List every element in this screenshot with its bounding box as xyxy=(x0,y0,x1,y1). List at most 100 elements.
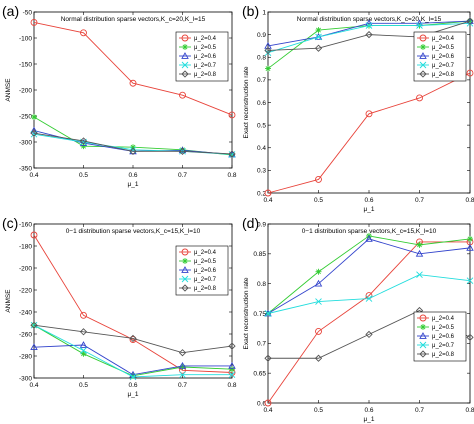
y-tick-label: -300 xyxy=(19,375,32,382)
x-axis-label: μ_1 xyxy=(128,181,139,188)
panel-label: (d) xyxy=(242,215,259,231)
data-point xyxy=(466,69,474,77)
y-tick-label: 1 xyxy=(262,9,266,16)
legend-box xyxy=(413,31,467,82)
legend-marker xyxy=(181,34,189,42)
data-point xyxy=(228,361,236,369)
series-line-1 xyxy=(267,72,471,194)
data-point xyxy=(80,347,87,354)
data-point xyxy=(416,22,423,29)
data-point xyxy=(265,65,271,72)
y-tick-label: -240 xyxy=(19,309,32,316)
y-tick-label: -220 xyxy=(19,287,32,294)
data-point xyxy=(80,143,87,150)
chart-title: 0−1 distribution sparse vectors,K_c=15,K… xyxy=(66,228,201,235)
data-point xyxy=(315,268,322,275)
data-point xyxy=(130,372,136,379)
y-tick-label: 0.6 xyxy=(257,400,266,407)
y-tick-label: -250 xyxy=(19,113,32,120)
legend-box xyxy=(413,311,467,362)
data-point xyxy=(315,27,322,34)
data-point xyxy=(179,91,186,99)
x-tick-label: 0.7 xyxy=(415,407,424,414)
x-tick-label: 0.5 xyxy=(314,197,323,204)
data-point xyxy=(179,371,186,379)
y-tick-label: -350 xyxy=(19,165,32,172)
legend-label: μ_2=0.4 xyxy=(432,316,455,322)
legend-label: μ_2=0.5 xyxy=(432,325,455,331)
x-tick-label: 0.5 xyxy=(79,172,88,179)
x-tick-label: 0.4 xyxy=(263,407,272,414)
series-line-3 xyxy=(267,238,471,314)
x-axis-label: μ_1 xyxy=(128,391,139,398)
legend-label: μ_2=0.5 xyxy=(432,45,455,51)
data-point xyxy=(264,354,272,362)
y-tick-label: -180 xyxy=(19,243,32,250)
y-tick-label: 0.7 xyxy=(257,341,266,348)
x-axis-label: μ_1 xyxy=(364,416,375,423)
legend-marker xyxy=(419,70,427,78)
data-point xyxy=(314,279,323,287)
legend-label: μ_2=0.7 xyxy=(432,63,455,69)
data-point xyxy=(129,79,137,87)
chart-panel-1: (a) Normal distribution sparse vectors,K_… xyxy=(2,3,237,188)
data-point xyxy=(415,249,424,257)
chart-panel-3: (c) 0−1 distribution sparse vectors,K_c=1… xyxy=(2,215,237,398)
legend-marker xyxy=(420,44,426,50)
data-point xyxy=(30,321,38,329)
y-tick-label: -50 xyxy=(23,9,33,16)
data-point xyxy=(228,371,236,379)
legend-marker xyxy=(182,44,188,50)
data-point xyxy=(264,46,272,55)
data-point xyxy=(80,29,87,37)
x-tick-label: 0.4 xyxy=(263,197,272,204)
panel-label: (b) xyxy=(242,3,259,19)
y-tick-label: 0.65 xyxy=(253,370,266,377)
legend-marker xyxy=(419,34,427,42)
data-point xyxy=(315,33,322,41)
y-tick-label: 0.75 xyxy=(253,311,266,318)
series-line-3 xyxy=(267,20,471,47)
x-tick-label: 0.7 xyxy=(415,197,424,204)
data-point xyxy=(30,231,38,239)
data-point xyxy=(315,298,322,305)
x-tick-label: 0.8 xyxy=(227,382,236,389)
x-tick-label: 0.4 xyxy=(29,382,38,389)
series-line-5 xyxy=(33,132,233,155)
series-line-5 xyxy=(33,324,233,354)
y-tick-label: -160 xyxy=(19,221,32,228)
legend-label: μ_2=0.6 xyxy=(432,334,455,340)
y-tick-label: 0.3 xyxy=(257,168,266,175)
data-point xyxy=(315,327,322,335)
x-tick-label: 0.4 xyxy=(29,172,38,179)
data-point xyxy=(130,144,136,151)
legend-marker xyxy=(419,52,427,59)
chart-title: 0−1 distribution sparse vectors,K_c=15,K… xyxy=(302,228,437,235)
data-point xyxy=(264,399,272,407)
legend-label: μ_2=0.8 xyxy=(194,72,217,78)
data-point xyxy=(365,110,373,118)
legend: μ_2=0.4 μ_2=0.5 μ_2=0.6 μ_2=0.7 μ_2=0.8 xyxy=(175,31,229,82)
data-point xyxy=(80,311,87,319)
legend-marker xyxy=(419,332,427,339)
y-tick-label: 0.7 xyxy=(257,77,266,84)
data-point xyxy=(466,243,474,251)
legend-label: μ_2=0.8 xyxy=(432,72,455,78)
legend-label: μ_2=0.5 xyxy=(194,45,217,51)
data-point xyxy=(30,18,38,26)
y-tick-label: 0.2 xyxy=(257,190,266,197)
y-axis-label: Exact reconstruction rate xyxy=(243,66,250,138)
legend-label: μ_2=0.8 xyxy=(432,352,455,358)
legend-box xyxy=(175,31,229,82)
y-tick-label: 0.9 xyxy=(257,32,266,39)
y-axis-label: Exact reconstruction rate xyxy=(243,277,250,349)
legend: μ_2=0.4 μ_2=0.5 μ_2=0.6 μ_2=0.7 μ_2=0.8 xyxy=(175,245,229,296)
data-point xyxy=(129,147,137,155)
legend-label: μ_2=0.4 xyxy=(194,36,217,42)
data-point xyxy=(178,361,187,369)
data-point xyxy=(416,271,423,279)
y-tick-label: -280 xyxy=(19,353,32,360)
data-point xyxy=(228,342,236,350)
data-point xyxy=(416,94,423,102)
